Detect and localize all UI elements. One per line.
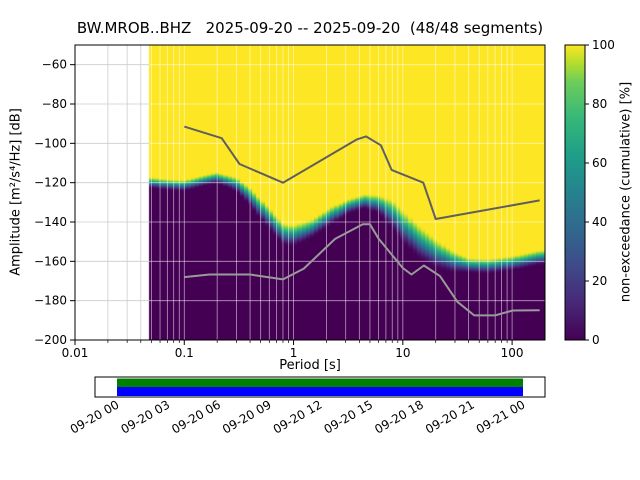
y-tick-label: −160 — [34, 254, 67, 268]
colorbar-tick-label: 60 — [592, 156, 607, 170]
y-tick-label: −200 — [34, 333, 67, 347]
x-axis-label: Period [s] — [279, 358, 341, 373]
timeline-tick-label: 09-20 21 — [423, 397, 477, 436]
x-tick-label: 10 — [395, 346, 410, 360]
timeline-tick-label: 09-20 09 — [220, 397, 274, 436]
colorbar-tick-label: 20 — [592, 274, 607, 288]
colorbar-tick-label: 0 — [592, 333, 600, 347]
timeline-availability-bar — [117, 387, 523, 396]
timeline-tick-label: 09-20 12 — [271, 397, 325, 436]
colorbar-tick-label: 40 — [592, 215, 607, 229]
y-tick-label: −120 — [34, 176, 67, 190]
high-noise-model-line — [184, 125, 540, 220]
y-tick-label: −180 — [34, 294, 67, 308]
timeline-coverage-bar — [117, 378, 523, 387]
timeline-tick-label: 09-20 06 — [169, 397, 223, 436]
timeline-tick-label: 09-20 00 — [68, 397, 122, 436]
ppsd-heatmap — [75, 45, 545, 340]
low-noise-model-line — [184, 223, 540, 317]
timeline-tick-label: 09-20 03 — [119, 397, 173, 436]
colorbar-label: non-exceedance (cumulative) [%] — [618, 81, 634, 303]
x-tick-label: 100 — [501, 346, 524, 360]
x-tick-label: 1 — [290, 346, 298, 360]
timeline-tick-label: 09-21 00 — [474, 397, 528, 436]
plot-title: BW.MROB..BHZ 2025-09-20 -- 2025-09-20 (4… — [76, 19, 544, 37]
x-tick-label: 0.1 — [175, 346, 194, 360]
timeline-tick-label: 09-20 15 — [322, 397, 376, 436]
x-tick-label: 0.01 — [62, 346, 89, 360]
y-axis-label: Amplitude [m²/s⁴/Hz] [dB] — [8, 108, 24, 276]
y-tick-label: −100 — [34, 136, 67, 150]
timeline-tick-label: 09-20 18 — [372, 397, 426, 436]
colorbar-tick-label: 100 — [592, 38, 615, 52]
axes-frame — [74, 44, 546, 341]
colorbar-tick-label: 80 — [592, 97, 607, 111]
y-tick-label: −60 — [42, 58, 67, 72]
colorbar — [564, 44, 586, 341]
y-tick-label: −140 — [34, 215, 67, 229]
y-tick-label: −80 — [42, 97, 67, 111]
